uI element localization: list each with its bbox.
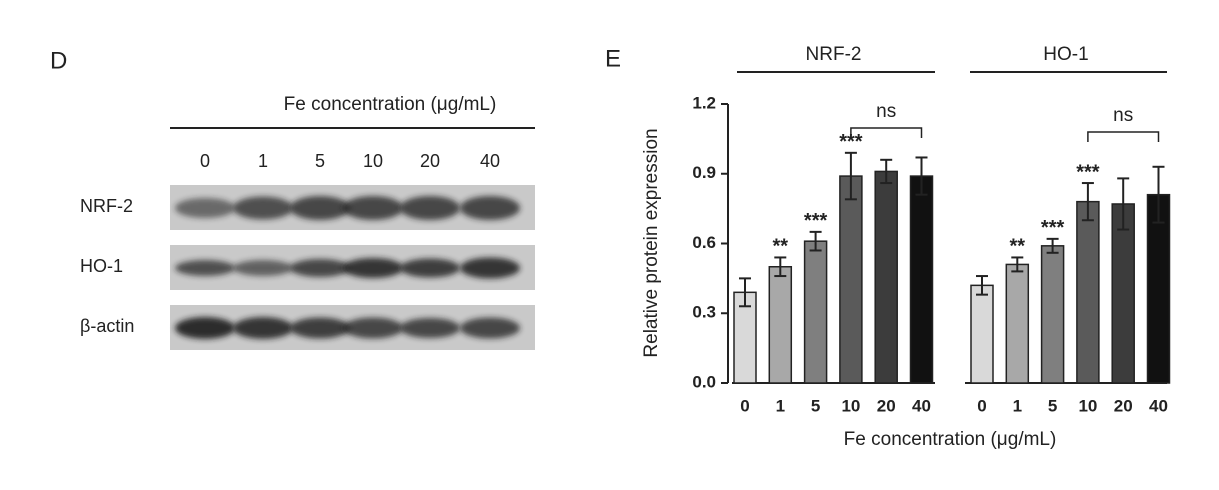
x-tick-label: 10 — [1078, 396, 1097, 415]
group-label: NRF-2 — [806, 44, 862, 65]
row-label: β-actin — [80, 316, 134, 336]
band — [400, 196, 460, 220]
bracket — [1087, 131, 1160, 142]
band — [233, 260, 293, 276]
x-axis-label: Fe concentration (μg/mL) — [844, 429, 1057, 450]
band — [290, 259, 350, 277]
bracket-label: ns — [876, 101, 896, 122]
bar — [1005, 263, 1030, 384]
x-tick-label: 5 — [811, 396, 820, 415]
bar — [803, 240, 828, 384]
band — [233, 317, 293, 339]
significance: ** — [1010, 236, 1026, 258]
bar — [1111, 203, 1135, 384]
band — [290, 317, 350, 339]
band — [460, 257, 520, 279]
x-tick-label: 40 — [912, 396, 931, 415]
lane-label: 40 — [480, 151, 500, 171]
bar — [909, 175, 934, 384]
x-tick-label: 20 — [877, 396, 896, 415]
x-tick-label: 5 — [1048, 396, 1057, 415]
bar — [839, 175, 863, 384]
x-tick-label: 1 — [776, 396, 785, 415]
bracket-label: ns — [1113, 105, 1133, 126]
group-label: HO-1 — [1043, 44, 1088, 65]
y-axis-label: Relative protein expression — [641, 128, 662, 357]
band — [343, 317, 403, 339]
bracket — [850, 127, 923, 138]
x-tick-label: 40 — [1149, 396, 1168, 415]
panel-label: E — [605, 45, 621, 72]
panel-label: D — [50, 47, 67, 74]
bar — [1040, 245, 1065, 384]
x-tick-label: 10 — [841, 396, 860, 415]
band — [233, 196, 293, 220]
band — [400, 318, 460, 338]
significance: ** — [773, 236, 789, 258]
x-tick-label: 1 — [1013, 396, 1022, 415]
band — [460, 196, 520, 220]
band — [290, 196, 350, 220]
bar — [970, 284, 994, 384]
band — [460, 317, 520, 339]
significance: *** — [839, 131, 863, 153]
band — [343, 196, 403, 220]
y-tick-label: 0.3 — [692, 303, 716, 322]
significance: *** — [1076, 161, 1100, 183]
bar — [768, 266, 793, 384]
lane-label: 1 — [258, 151, 268, 171]
y-tick-label: 0.9 — [692, 163, 716, 182]
y-tick-label: 1.2 — [692, 93, 716, 112]
lane-label: 5 — [315, 151, 325, 171]
blot-header: Fe concentration (μg/mL) — [284, 94, 497, 115]
lane-label: 10 — [363, 151, 383, 171]
bar — [874, 170, 898, 384]
band — [175, 317, 235, 339]
x-tick-label: 0 — [977, 396, 986, 415]
row-label: NRF-2 — [80, 196, 133, 216]
y-tick-label: 0.0 — [692, 372, 716, 391]
x-tick-label: 20 — [1114, 396, 1133, 415]
band — [175, 198, 235, 218]
bar — [1076, 200, 1100, 384]
significance: *** — [1041, 217, 1065, 239]
significance: *** — [804, 210, 828, 232]
band — [175, 260, 235, 276]
band — [400, 258, 460, 278]
y-tick-label: 0.6 — [692, 233, 716, 252]
row-label: HO-1 — [80, 256, 123, 276]
band — [343, 258, 403, 278]
lane-label: 0 — [200, 151, 210, 171]
lane-label: 20 — [420, 151, 440, 171]
x-tick-label: 0 — [740, 396, 749, 415]
